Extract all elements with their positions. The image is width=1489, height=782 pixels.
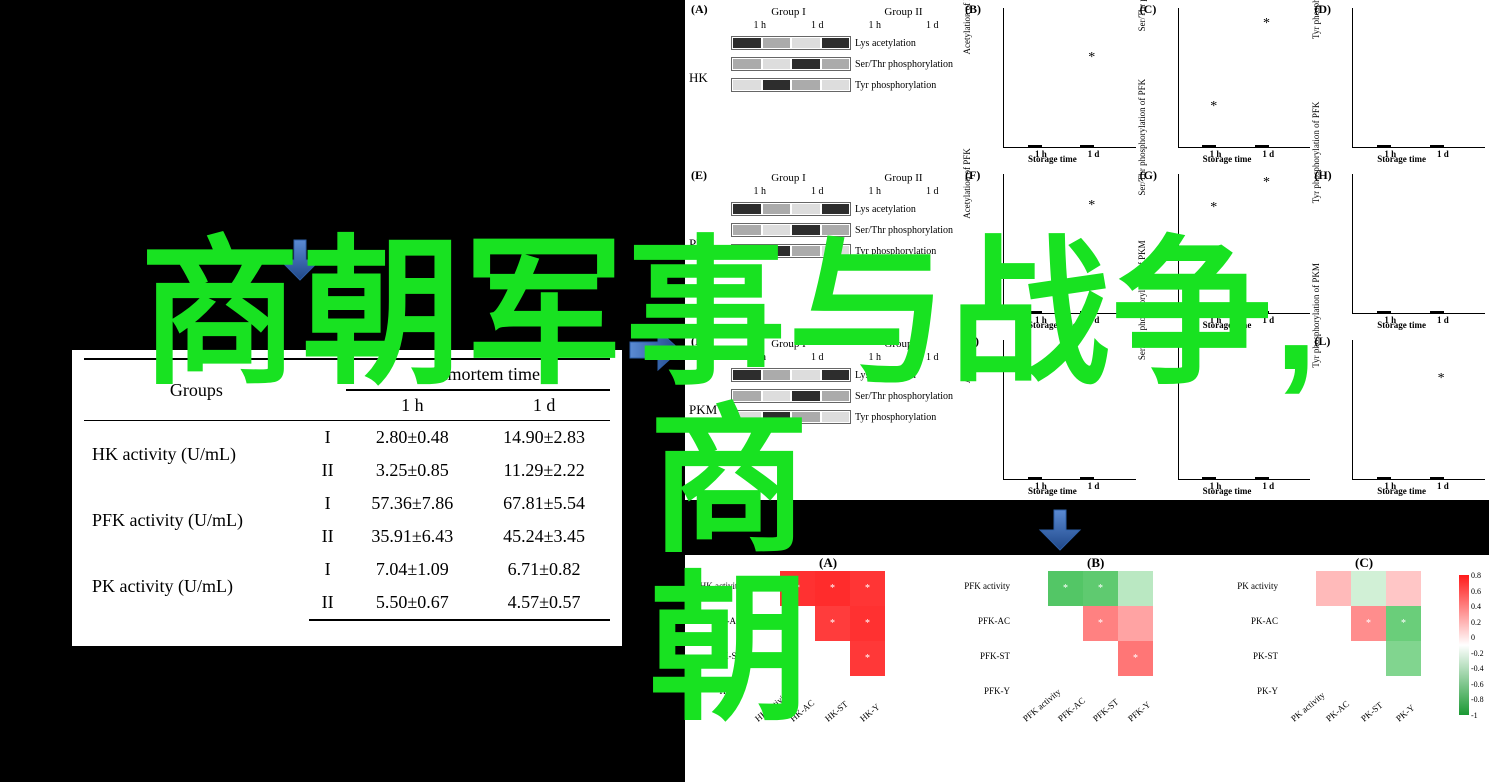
row-group: II [309, 520, 347, 553]
bar-chart: (L)Tyr phosphorylation of PKMStorage tim… [1314, 332, 1489, 498]
arrow-down-2 [1040, 510, 1080, 555]
th-pmtime: Postmortem time [346, 359, 610, 390]
th-1d: 1 d [478, 390, 610, 421]
cell-1d: 6.71±0.82 [478, 553, 610, 586]
bar-chart: (B)Acetylation of HKStorage time1 h1 d* [965, 0, 1140, 166]
row-label: PK activity (U/mL) [84, 553, 309, 620]
cell-1d: 14.90±2.83 [478, 421, 610, 455]
row-group: I [309, 487, 347, 520]
heatmap: (A)HK activityHK-ACHK-STHK-YHK activityH… [685, 555, 953, 782]
bar-chart: (F)Acetylation of PFKStorage time1 h1 d* [965, 166, 1140, 332]
blot-area: (E)PFKGroup IGroup II1 h1 d1 h1 dLys ace… [685, 166, 965, 332]
activity-table-panel: Groups Postmortem time 1 h 1 d HK activi… [72, 350, 622, 646]
cell-1h: 3.25±0.85 [346, 454, 478, 487]
row-group: I [309, 421, 347, 455]
activity-table: Groups Postmortem time 1 h 1 d HK activi… [84, 358, 610, 621]
row-group: I [309, 553, 347, 586]
bar-chart: (G)Ser/Thr phosphorylation of PFKStorage… [1140, 166, 1315, 332]
cell-1h: 7.04±1.09 [346, 553, 478, 586]
bar-chart: (K)Ser/Thr phosphorylation of PKMStorage… [1140, 332, 1315, 498]
th-1h: 1 h [346, 390, 478, 421]
cell-1h: 35.91±6.43 [346, 520, 478, 553]
cell-1h: 2.80±0.48 [346, 421, 478, 455]
bar-chart: (J)Acetylation of PKMStorage time1 h1 d [965, 332, 1140, 498]
th-groups: Groups [84, 359, 309, 421]
row-group: II [309, 454, 347, 487]
cell-1h: 5.50±0.67 [346, 586, 478, 620]
bar-chart: (C)Ser/Thr phosphorylation of HKStorage … [1140, 0, 1315, 166]
cell-1d: 4.57±0.57 [478, 586, 610, 620]
cell-1d: 11.29±2.22 [478, 454, 610, 487]
row-label: PFK activity (U/mL) [84, 487, 309, 553]
arrow-right [630, 330, 680, 375]
row-label: HK activity (U/mL) [84, 421, 309, 488]
bar-chart: (H)Tyr phosphorylation of PFKStorage tim… [1314, 166, 1489, 332]
blot-area: (I)PKMGroup IGroup II1 h1 d1 h1 dLys ace… [685, 332, 965, 498]
bar-chart: (D)Tyr phosphorylation of HKStorage time… [1314, 0, 1489, 166]
cell-1h: 57.36±7.86 [346, 487, 478, 520]
cell-1d: 45.24±3.45 [478, 520, 610, 553]
row-group: II [309, 586, 347, 620]
heatmap: (C)PK activityPK-ACPK-STPK-YPK activityP… [1221, 555, 1489, 782]
arrow-down-1 [280, 240, 320, 285]
blot-area: (A)HKGroup IGroup II1 h1 d1 h1 dLys acet… [685, 0, 965, 166]
charts-panel: Group I Group II (A)HKGroup IGroup II1 h… [685, 0, 1489, 500]
heatmap-panel: (A)HK activityHK-ACHK-STHK-YHK activityH… [685, 555, 1489, 782]
heatmap: (B)PFK activityPFK-ACPFK-STPFK-YPFK acti… [953, 555, 1221, 782]
cell-1d: 67.81±5.54 [478, 487, 610, 520]
